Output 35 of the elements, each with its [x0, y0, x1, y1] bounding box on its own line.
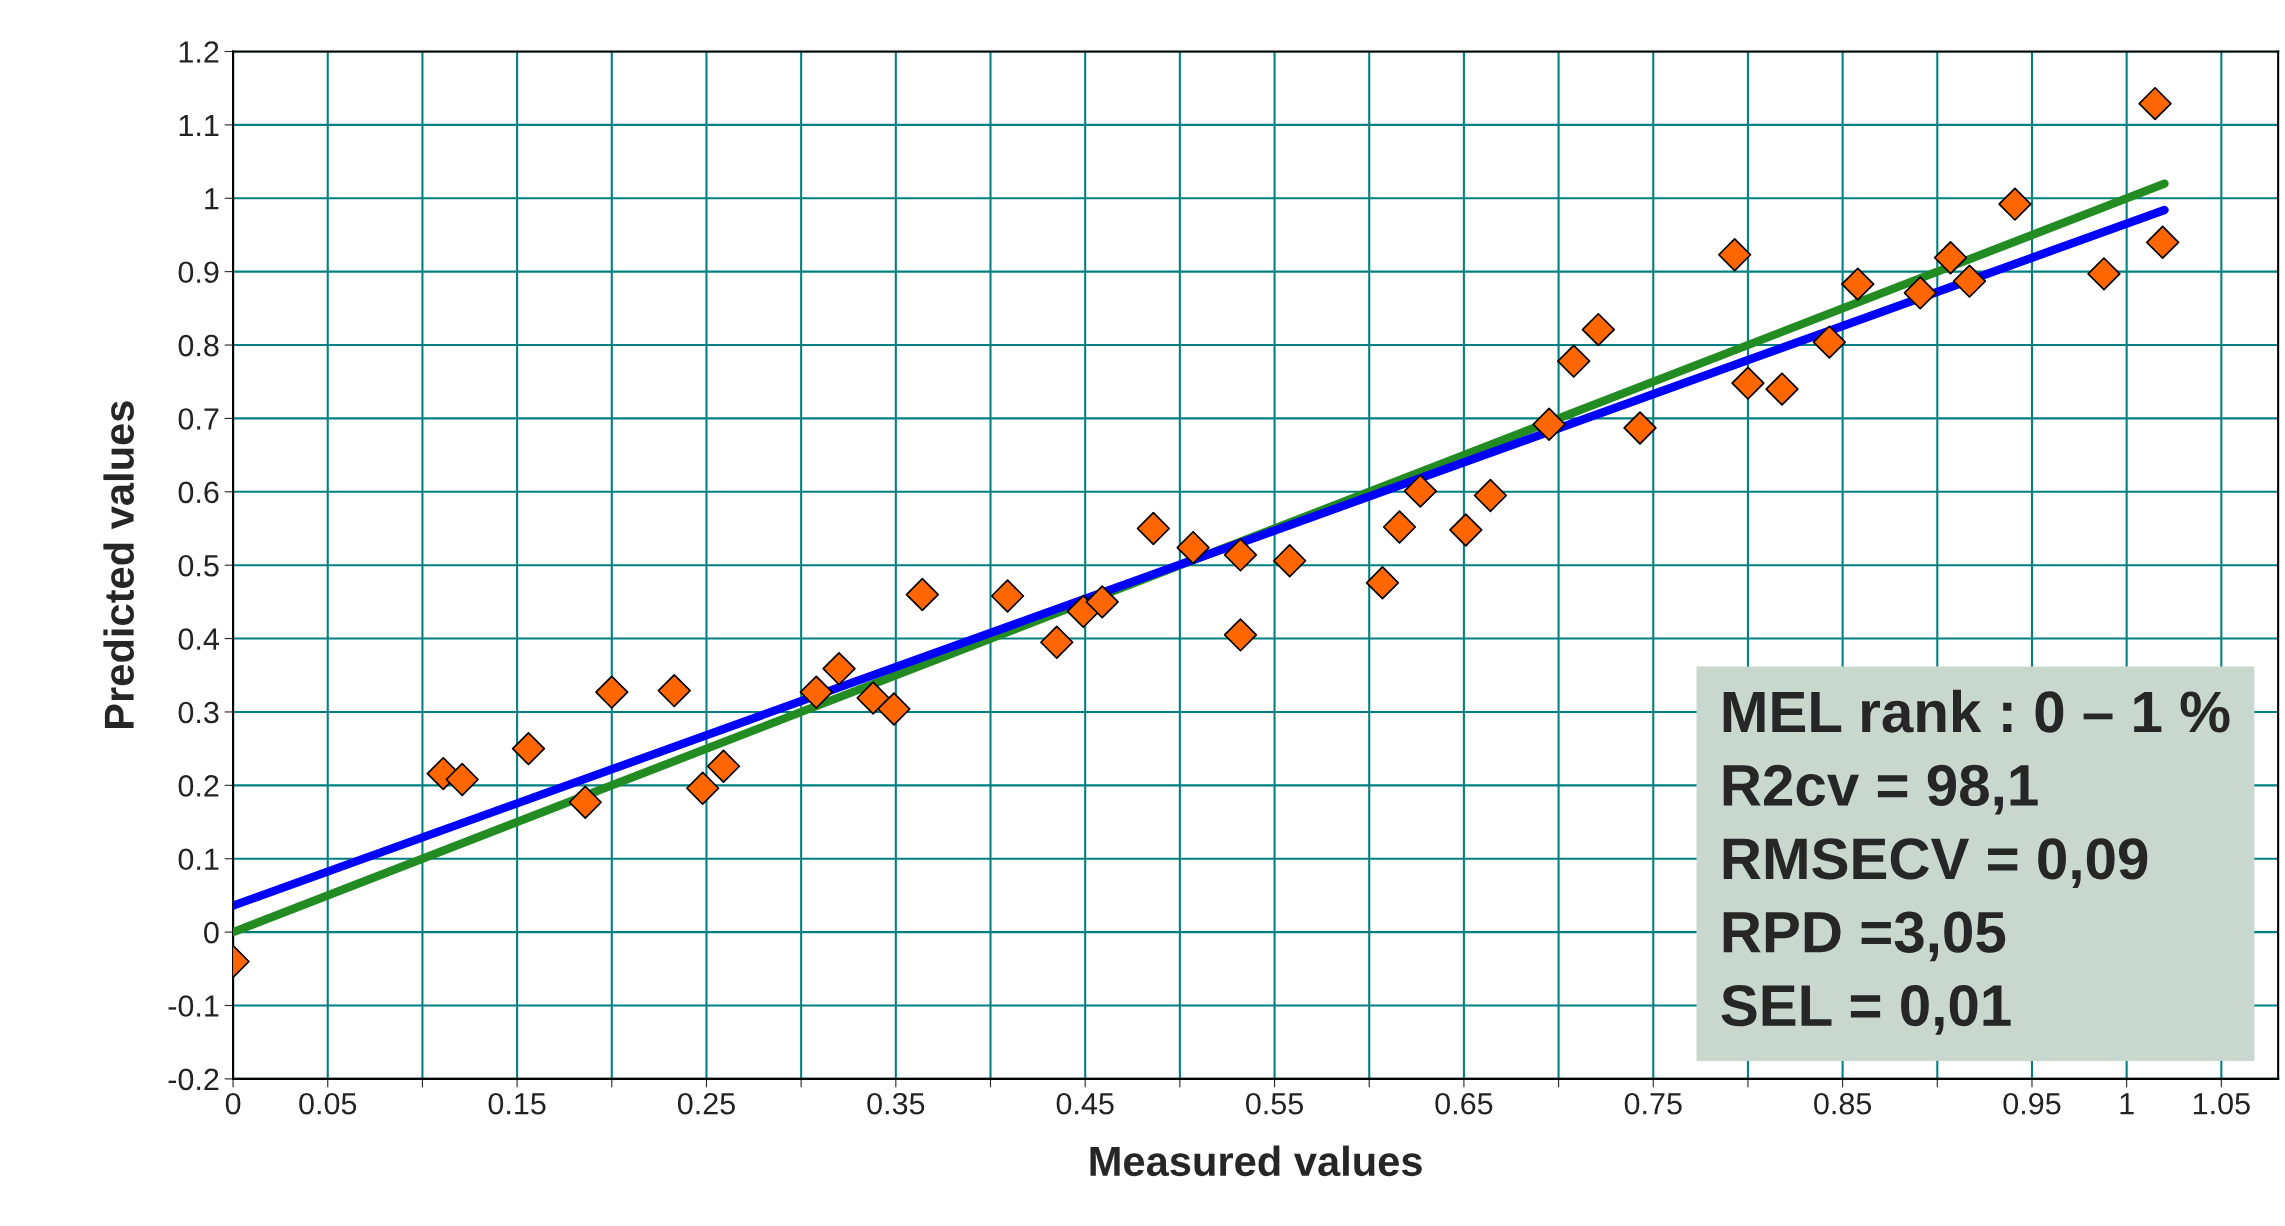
y-tick-label: 0.6: [178, 481, 219, 504]
x-tick-label: 0.05: [299, 1092, 357, 1115]
x-tick-label: 0.85: [1814, 1092, 1872, 1115]
x-tick-label: 1.05: [2193, 1092, 2250, 1115]
y-tick-label: 0: [204, 921, 219, 944]
y-tick-label: -0.2: [168, 1068, 219, 1091]
annotation: RMSECV = 0,09: [1723, 838, 2148, 888]
x-tick-label: 0.35: [867, 1092, 925, 1115]
y-tick-label: 1.2: [179, 41, 219, 63]
y-tick-label: 0.4: [178, 628, 219, 650]
x-tick-label: 0.75: [1624, 1092, 1682, 1115]
y-tick-label: 0.1: [178, 848, 219, 871]
y-tick-label: 0.8: [178, 334, 219, 357]
annotation: MEL rank : 0 – 1 %: [1723, 689, 2230, 733]
y-tick-label: 0.9: [178, 261, 219, 284]
x-tick-label: 0.65: [1435, 1092, 1493, 1115]
annotation: R2cv = 98,1: [1723, 764, 2038, 815]
x-tick-label: 0: [225, 1092, 241, 1115]
y-tick-label: -0.1: [168, 995, 219, 1017]
x-axis-title: Measured values: [1090, 1145, 1422, 1177]
x-tick-label: 0.55: [1246, 1092, 1303, 1115]
y-tick-label: 1: [205, 188, 219, 210]
x-tick-label: 0.95: [2003, 1092, 2061, 1115]
annotation: RPD =3,05: [1723, 911, 2006, 962]
y-tick-label: 1.1: [179, 114, 219, 136]
x-tick-label: 0.15: [488, 1092, 546, 1115]
annotation: SEL = 0,01: [1721, 984, 2011, 1035]
y-tick-label: 0.2: [178, 775, 219, 797]
y-axis-title: Predicted values: [103, 401, 134, 728]
x-tick-label: 1: [2120, 1093, 2134, 1115]
y-tick-label: 0.5: [178, 554, 219, 577]
y-tick-label: 0.3: [178, 701, 219, 724]
x-tick-label: 0.45: [1056, 1092, 1114, 1115]
y-tick-label: 0.7: [178, 408, 219, 430]
x-tick-label: 0.25: [677, 1092, 735, 1115]
